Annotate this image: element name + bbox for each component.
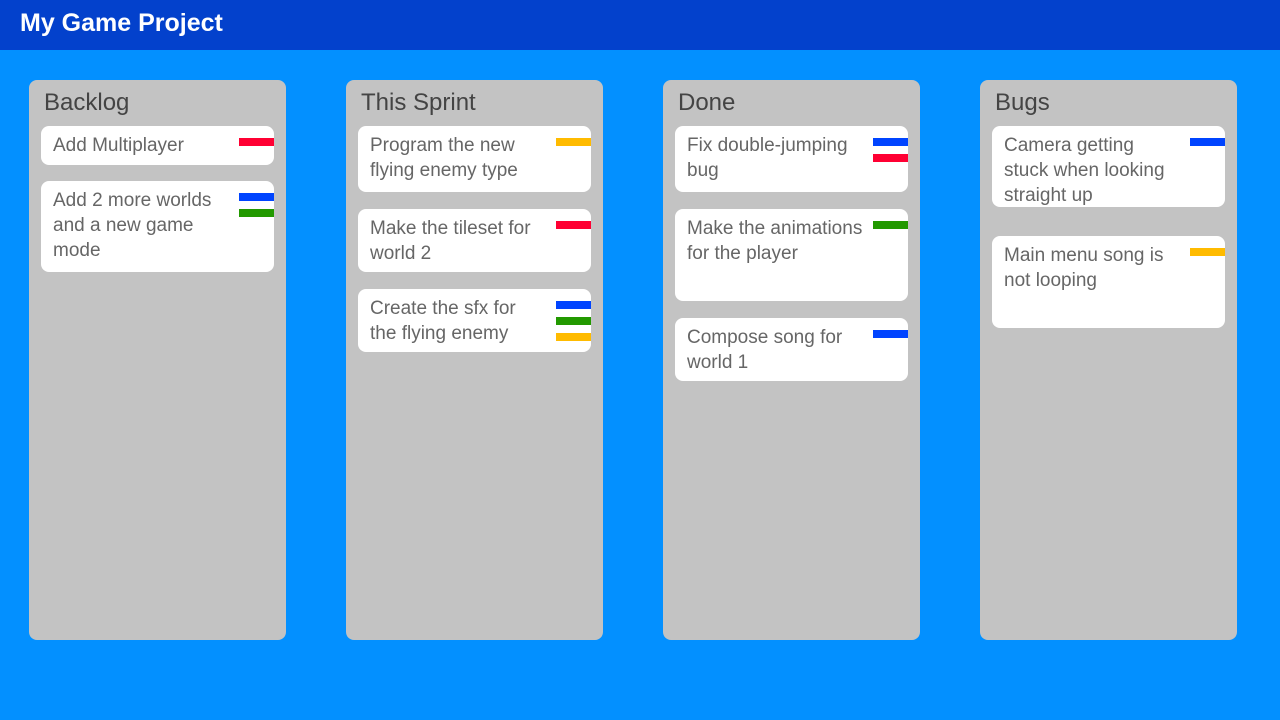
project-title: My Game Project <box>20 9 223 37</box>
task-card-text: Fix double-jumping bug <box>687 135 848 181</box>
task-card-text: Make the animations for the player <box>687 218 863 264</box>
task-card[interactable]: Program the new flying enemy type <box>358 126 591 192</box>
column-bugs: Bugs Camera getting stuck when looking st… <box>980 80 1237 640</box>
tag-green <box>239 209 274 217</box>
task-card-text: Camera getting stuck when looking straig… <box>1004 135 1165 206</box>
tag-blue <box>239 193 274 201</box>
column-title: Backlog <box>44 89 130 116</box>
app-header: My Game Project <box>0 0 1280 50</box>
tag-blue <box>873 138 908 146</box>
tag-green <box>873 221 908 229</box>
task-card[interactable]: Add 2 more worlds and a new game mode <box>41 181 274 272</box>
task-card-text: Add 2 more worlds and a new game mode <box>53 190 212 261</box>
column-backlog: Backlog Add Multiplayer Add 2 more worlds … <box>29 80 286 640</box>
tag-blue <box>1190 138 1225 146</box>
column-this-sprint: This Sprint Program the new flying enemy … <box>346 80 603 640</box>
task-card[interactable]: Fix double-jumping bug <box>675 126 908 192</box>
task-card[interactable]: Add Multiplayer <box>41 126 274 165</box>
tag-red <box>873 154 908 162</box>
task-card-text: Main menu song is not looping <box>1004 245 1164 291</box>
tag-blue <box>873 330 908 338</box>
column-title: Bugs <box>995 89 1050 116</box>
column-title: Done <box>678 89 736 116</box>
task-card[interactable]: Main menu song is not looping <box>992 236 1225 328</box>
task-card-text: Program the new flying enemy type <box>370 135 518 181</box>
tag-green <box>556 317 591 325</box>
task-card[interactable]: Camera getting stuck when looking straig… <box>992 126 1225 207</box>
tag-red <box>239 138 274 146</box>
column-title: This Sprint <box>361 89 476 116</box>
task-card[interactable]: Compose song for world 1 <box>675 318 908 381</box>
task-card[interactable]: Make the tileset for world 2 <box>358 209 591 272</box>
task-card-text: Add Multiplayer <box>53 135 184 156</box>
tag-yellow <box>556 138 591 146</box>
task-card[interactable]: Create the sfx for the flying enemy <box>358 289 591 352</box>
tag-red <box>556 221 591 229</box>
task-card[interactable]: Make the animations for the player <box>675 209 908 301</box>
tag-yellow <box>556 333 591 341</box>
tag-blue <box>556 301 591 309</box>
column-done: Done Fix double-jumping bug Make the anima… <box>663 80 920 640</box>
tag-yellow <box>1190 248 1225 256</box>
task-card-text: Make the tileset for world 2 <box>370 218 531 264</box>
task-card-text: Create the sfx for the flying enemy <box>370 298 516 344</box>
task-card-text: Compose song for world 1 <box>687 327 843 373</box>
